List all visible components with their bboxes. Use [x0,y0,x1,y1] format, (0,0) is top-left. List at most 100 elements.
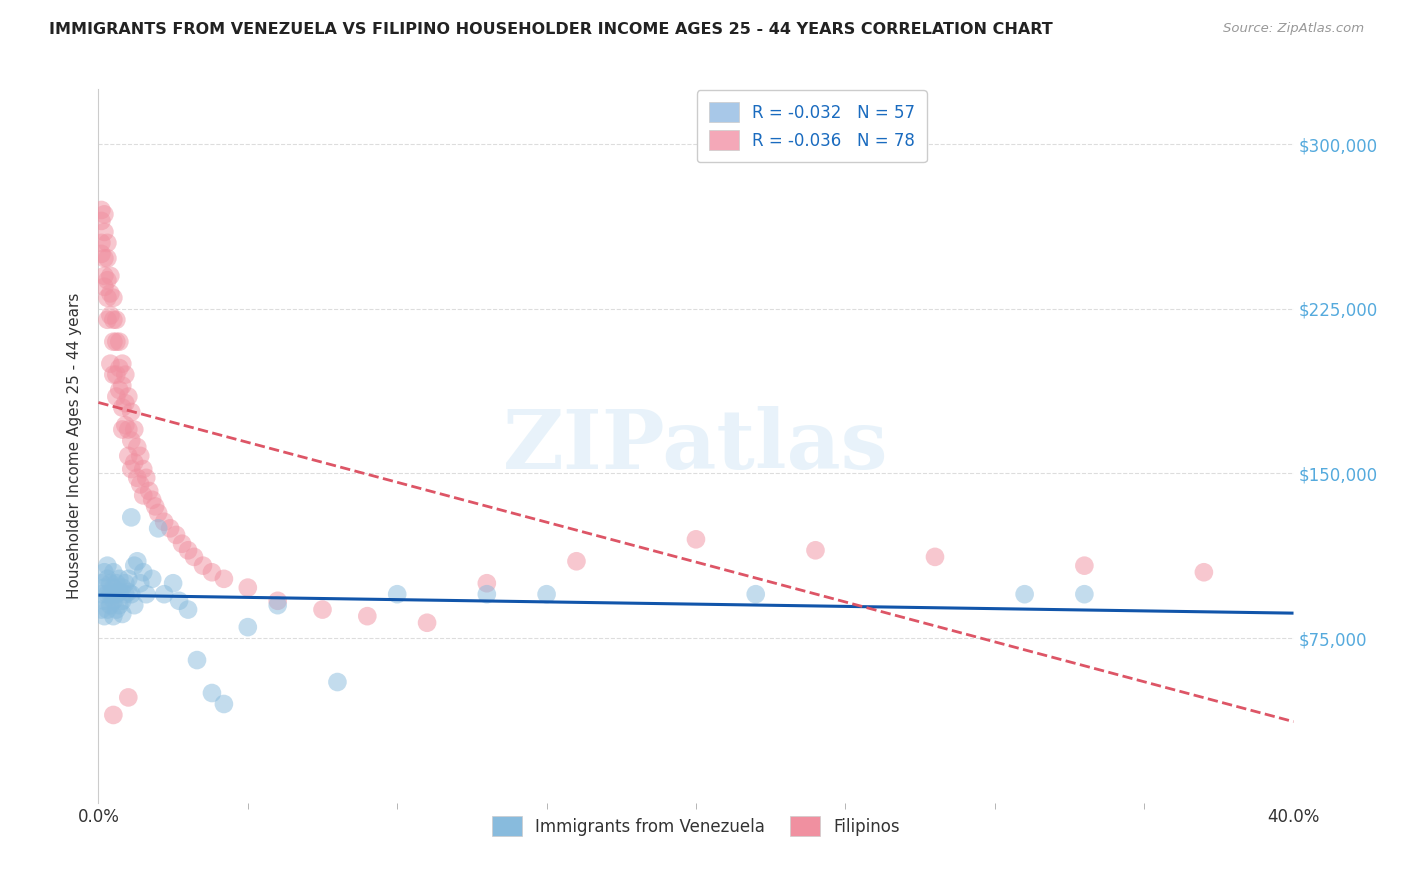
Point [124,558,146,573]
Point [114,418,136,433]
Y-axis label: Householder Income Ages 25 - 44 years: Householder Income Ages 25 - 44 years [67,293,83,599]
Point [124,455,146,469]
Point [536,587,558,601]
Point [98,598,122,612]
Point [93,609,115,624]
Point [90,587,112,601]
Point [90,576,112,591]
Point [385,587,409,601]
Point [124,598,146,612]
Point [96,291,118,305]
Point [117,585,139,599]
Point [105,587,128,601]
Point [96,235,118,250]
Point [98,587,122,601]
Point [416,615,439,630]
Point [114,576,136,591]
Point [103,368,125,382]
Point [105,602,128,616]
Point [93,268,115,283]
Point [108,383,131,397]
Point [1073,558,1095,573]
Point [111,401,134,415]
Point [141,572,163,586]
Point [267,594,290,608]
Point [90,235,112,250]
Point [120,434,142,448]
Point [162,576,184,591]
Point [103,291,125,305]
Point [93,280,115,294]
Point [96,252,118,266]
Point [103,708,125,723]
Point [105,312,128,326]
Point [103,609,125,624]
Point [201,566,224,580]
Point [120,462,142,476]
Point [1014,587,1036,601]
Point [103,594,125,608]
Point [111,357,134,371]
Point [236,581,259,595]
Point [103,566,125,580]
Point [191,558,214,573]
Point [201,686,224,700]
Text: ZIPatlas: ZIPatlas [503,406,889,486]
Point [745,587,768,601]
Point [127,440,149,454]
Point [129,449,152,463]
Point [93,252,115,266]
Point [98,309,122,323]
Point [90,247,112,261]
Point [135,587,157,601]
Point [90,202,112,217]
Point [129,477,152,491]
Point [93,566,115,580]
Point [172,537,194,551]
Point [924,549,946,564]
Point [1073,587,1095,601]
Point [475,576,498,591]
Point [120,587,142,601]
Point [93,594,115,608]
Point [183,549,205,564]
Point [96,558,118,573]
Point [111,423,134,437]
Point [186,653,208,667]
Point [129,576,152,591]
Point [108,361,131,376]
Point [153,587,176,601]
Point [111,378,134,392]
Point [93,207,115,221]
Point [177,602,200,616]
Point [98,357,122,371]
Point [98,286,122,301]
Point [105,576,128,591]
Point [111,594,134,608]
Point [165,528,187,542]
Point [96,602,118,616]
Point [96,587,118,601]
Point [685,533,707,547]
Point [108,572,131,586]
Point [96,273,118,287]
Point [103,312,125,326]
Point [93,581,115,595]
Point [212,572,235,586]
Point [98,576,122,591]
Point [311,602,333,616]
Point [141,492,163,507]
Point [114,396,136,410]
Text: Source: ZipAtlas.com: Source: ZipAtlas.com [1223,22,1364,36]
Point [98,268,122,283]
Point [565,554,588,568]
Point [135,471,157,485]
Point [111,607,134,621]
Point [326,675,349,690]
Point [103,334,125,349]
Point [177,543,200,558]
Point [111,581,134,595]
Point [108,334,131,349]
Point [105,390,128,404]
Point [108,585,131,599]
